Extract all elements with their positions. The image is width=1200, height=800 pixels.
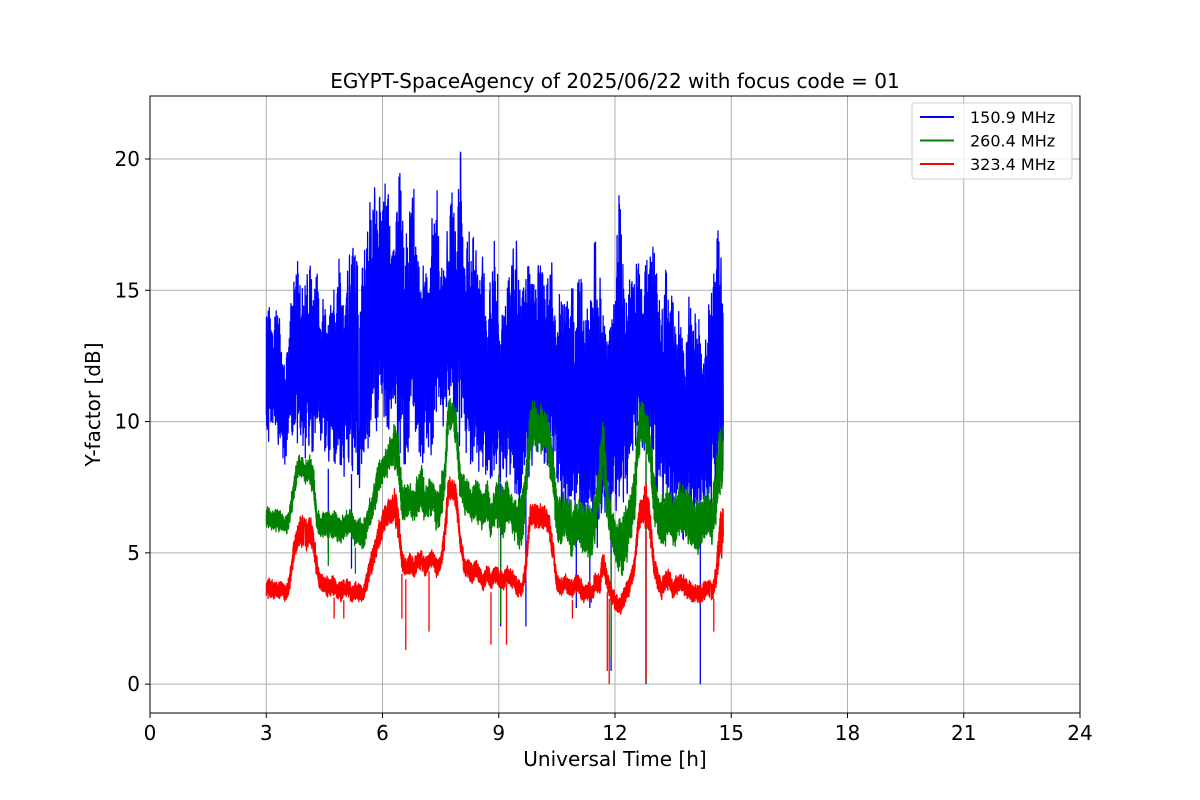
- y-tick-label: 15: [115, 278, 140, 302]
- chart-title: EGYPT-SpaceAgency of 2025/06/22 with foc…: [330, 69, 899, 93]
- series-line-3: [265, 476, 724, 685]
- legend-label-3: 323.4 MHz: [970, 155, 1055, 174]
- x-tick-label: 9: [492, 721, 505, 745]
- y-tick-label: 5: [127, 541, 140, 565]
- legend-label-1: 150.9 MHz: [970, 108, 1055, 127]
- x-tick-label: 12: [602, 721, 627, 745]
- x-tick-label: 24: [1067, 721, 1092, 745]
- y-tick-label: 20: [115, 147, 140, 171]
- data-layer: [265, 151, 724, 685]
- x-tick-label: 0: [144, 721, 157, 745]
- x-tick-label: 6: [376, 721, 389, 745]
- x-tick-label: 3: [260, 721, 273, 745]
- legend-box: [911, 102, 1073, 180]
- x-axis-label: Universal Time [h]: [523, 747, 706, 771]
- x-tick-label: 18: [835, 721, 860, 745]
- tick-layer: 0 3 6 9 12 15 18 21 24 0 5 10 15 20: [115, 147, 1093, 745]
- y-axis-label: Y-factor [dB]: [81, 342, 105, 467]
- legend-label-2: 260.4 MHz: [970, 132, 1055, 151]
- y-tick-label: 0: [127, 672, 140, 696]
- x-tick-label: 21: [951, 721, 976, 745]
- legend: 150.9 MHz 260.4 MHz 323.4 MHz: [911, 102, 1073, 180]
- y-tick-label: 10: [115, 410, 140, 434]
- x-tick-label: 15: [719, 721, 744, 745]
